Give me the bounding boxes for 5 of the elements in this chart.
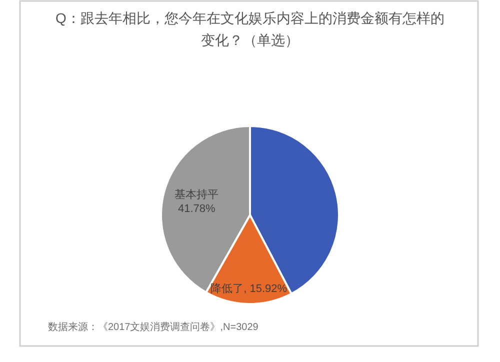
- source-note: 数据来源：《2017文娱消费调查问卷》,N=3029: [48, 321, 259, 333]
- data-label: 41.78%: [178, 202, 216, 215]
- slice-label: 基本持平: [174, 188, 219, 201]
- slice-label: 降低了, 15.92%: [210, 282, 288, 295]
- chart-title: Q：跟去年相比，您今年在文化娱乐内容上的消费金额有怎样的变化？（单选）: [56, 10, 444, 48]
